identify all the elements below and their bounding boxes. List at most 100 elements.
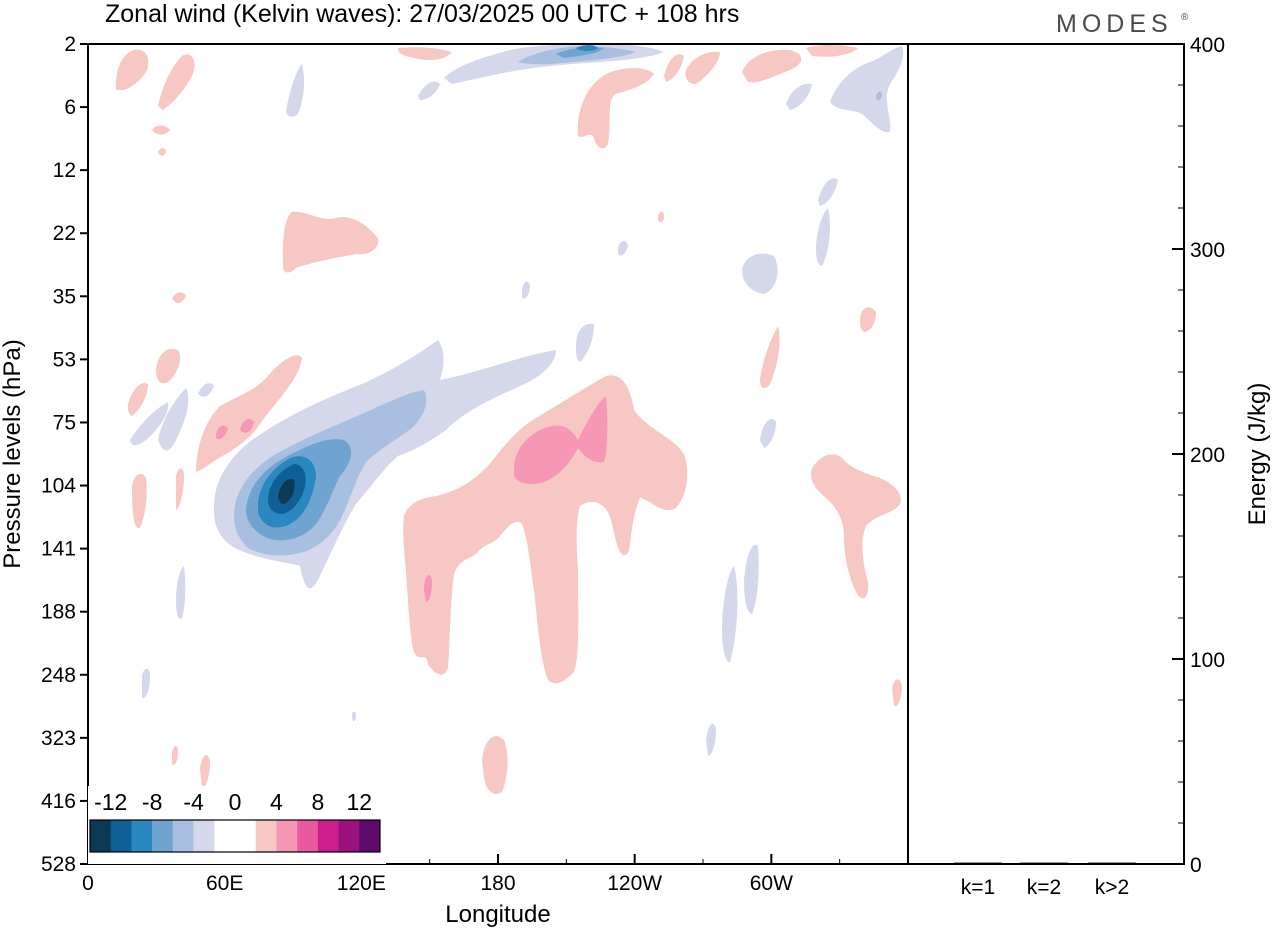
y-tick-label: 528 xyxy=(41,853,76,876)
contour-neg-band xyxy=(352,711,356,722)
brand-mark: ® xyxy=(1181,12,1189,23)
energy-panel: 0 100 200 300 400 k=1 k=2 k>2 Energy (J/kg) xyxy=(907,34,1271,899)
y-tick-label: 75 xyxy=(53,411,76,434)
colorbar-swatch xyxy=(193,820,215,852)
contour-pos-band xyxy=(892,679,902,707)
colorbar-swatch xyxy=(255,820,277,852)
energy-y-axis: 0 100 200 300 400 xyxy=(1172,34,1225,877)
contour-neg-band xyxy=(158,388,189,451)
colorbar-label: 0 xyxy=(229,789,242,815)
y-tick-label: 53 xyxy=(53,348,76,371)
contour-neg-band xyxy=(742,253,778,294)
x-axis: 0 60E 120E 180 120W 60W xyxy=(82,854,841,895)
contour-pos-band xyxy=(200,754,210,790)
energy-bar xyxy=(1020,862,1068,863)
contour-neg-band xyxy=(176,566,186,619)
x-axis-title: Longitude xyxy=(445,901,550,928)
energy-tick-label: 400 xyxy=(1190,34,1225,57)
contour-pos-band xyxy=(156,348,181,384)
contour-neg-band xyxy=(278,478,295,504)
colorbar-labels: -12 -8 -4 0 4 8 12 xyxy=(94,789,372,815)
contour-neg-band xyxy=(830,46,904,133)
contour-neg-band xyxy=(142,668,150,699)
y-tick-label: 416 xyxy=(41,790,76,813)
contour-neg-band xyxy=(618,240,628,256)
colorbar-label: -4 xyxy=(183,789,204,815)
contour-pos-band xyxy=(240,419,254,433)
contour-neg-band xyxy=(744,544,759,614)
x-tick-label: 0 xyxy=(82,872,94,895)
colorbar-label: 4 xyxy=(270,789,283,815)
contour-pos-band xyxy=(760,326,780,389)
contour-neg-band xyxy=(760,419,776,448)
contour-neg-band xyxy=(818,178,838,206)
wind-contours xyxy=(115,44,904,863)
colorbar-outline xyxy=(89,819,381,853)
energy-bar-label: k=1 xyxy=(961,876,995,899)
y-tick-label: 141 xyxy=(41,538,76,561)
x-tick-label: 120W xyxy=(607,872,662,895)
colorbar-swatch xyxy=(152,820,174,852)
x-tick-label: 60W xyxy=(750,872,793,895)
energy-bar xyxy=(1088,862,1136,863)
contour-pos-band xyxy=(482,736,508,795)
colorbar-swatch xyxy=(110,820,132,852)
contour-neg-band xyxy=(418,81,440,100)
colorbar: -12 -8 -4 0 4 8 12 xyxy=(88,786,386,864)
colorbar-swatch xyxy=(317,820,339,852)
energy-tick-label: 200 xyxy=(1190,444,1225,467)
contour-neg-band xyxy=(816,208,830,266)
y-tick-label: 22 xyxy=(53,222,76,245)
brand-logo: MODES ® xyxy=(1056,10,1189,38)
contour-pos-band xyxy=(176,468,184,510)
contour-pos-band xyxy=(128,383,148,416)
y-tick-label: 2 xyxy=(64,33,76,56)
energy-bar xyxy=(954,862,1002,863)
energy-tick-label: 0 xyxy=(1190,854,1202,877)
contour-neg-band xyxy=(722,566,738,663)
y-tick-label: 188 xyxy=(41,601,76,624)
colorbar-label: -8 xyxy=(142,789,162,815)
contour-pos-band xyxy=(424,575,432,602)
y-tick-label: 35 xyxy=(53,285,76,308)
contour-pos-band xyxy=(742,49,802,83)
x-tick-label: 120E xyxy=(337,872,386,895)
contour-pos-band xyxy=(577,68,654,149)
contour-pos-band xyxy=(158,148,166,156)
contour-pos-band xyxy=(664,54,684,82)
contour-neg-band xyxy=(576,323,594,362)
contour-pos-band xyxy=(172,746,178,766)
x-tick-label: 60E xyxy=(206,872,243,895)
contour-pos-band xyxy=(132,473,147,529)
energy-tick-label: 300 xyxy=(1190,239,1225,262)
contour-pos-band xyxy=(685,51,720,84)
y-tick-label: 248 xyxy=(41,664,76,687)
colorbar-swatch xyxy=(297,820,319,852)
contour-pos-band xyxy=(514,396,608,484)
colorbar-label: 8 xyxy=(311,789,324,815)
energy-tick-label: 100 xyxy=(1190,649,1225,672)
contour-neg-band xyxy=(706,723,716,756)
colorbar-swatch xyxy=(235,820,257,852)
contour-pos-band xyxy=(115,49,149,90)
contour-pos-band xyxy=(196,355,302,472)
colorbar-swatch xyxy=(359,820,381,852)
contour-pos-band xyxy=(860,307,876,332)
colorbar-swatch xyxy=(90,820,112,852)
energy-bars: k=1 k=2 k>2 xyxy=(954,862,1136,899)
brand-text: MODES xyxy=(1056,10,1173,38)
colorbar-swatch xyxy=(214,820,236,852)
contour-pos-band xyxy=(806,45,858,57)
contour-neg-band xyxy=(130,402,169,446)
contour-neg-band xyxy=(522,281,530,299)
contour-pos-band xyxy=(658,211,664,223)
colorbar-swatches xyxy=(89,819,381,853)
contour-neg-band xyxy=(876,91,882,101)
contour-pos-band xyxy=(216,425,228,440)
energy-bar-label: k=2 xyxy=(1027,876,1061,899)
colorbar-label: -12 xyxy=(94,789,127,815)
contour-pos-band xyxy=(398,47,452,60)
y-tick-label: 323 xyxy=(41,727,76,750)
contour-pos-band xyxy=(403,375,688,684)
